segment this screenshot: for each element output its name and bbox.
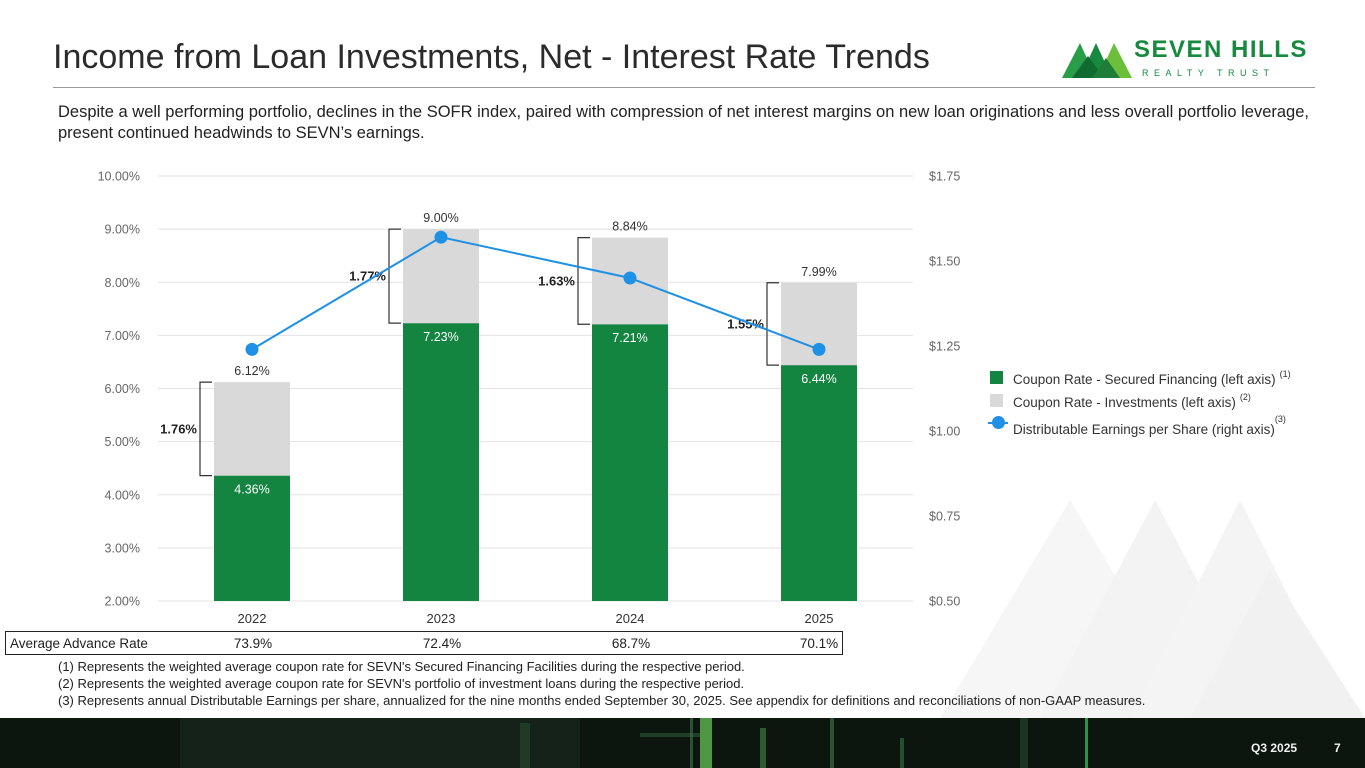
page-subtitle: Despite a well performing portfolio, dec… — [58, 103, 1309, 142]
right-axis-tick-label: $1.50 — [929, 255, 960, 269]
data-label-secured: 7.23% — [423, 330, 458, 344]
left-axis-tick-label: 10.00% — [98, 170, 140, 184]
spread-label: 1.77% — [349, 269, 386, 284]
left-axis-tick-label: 4.00% — [105, 488, 140, 502]
legend-swatch-secured — [990, 371, 1003, 384]
right-axis-tick-label: $1.00 — [929, 425, 960, 439]
spread-label: 1.76% — [160, 421, 197, 436]
data-label-investments: 7.99% — [801, 265, 836, 279]
data-label-investments: 8.84% — [612, 220, 647, 234]
x-axis-tick-label: 2022 — [238, 611, 267, 626]
bar-secured-financing — [592, 324, 668, 601]
left-axis-tick-label: 7.00% — [105, 329, 140, 343]
page-number: 7 — [1334, 741, 1341, 755]
left-axis-tick-label: 6.00% — [105, 382, 140, 396]
right-axis-tick-label: $0.75 — [929, 510, 960, 524]
legend-label-eps: Distributable Earnings per Share (right … — [1013, 422, 1275, 437]
bar-secured-financing — [403, 323, 479, 601]
logo-name: SEVEN HILLS — [1134, 36, 1308, 63]
footer-bar — [0, 718, 1365, 768]
title-divider — [53, 87, 1315, 88]
footnote-2: (2) Represents the weighted average coup… — [58, 676, 745, 691]
company-logo: SEVEN HILLS REALTY TRUST — [1062, 36, 1317, 82]
bar-secured-financing — [781, 365, 857, 601]
bar-investments — [403, 229, 479, 324]
spread-label: 1.63% — [538, 273, 575, 288]
legend-marker-eps — [992, 416, 1005, 429]
legend-footnote-investments: (2) — [1239, 391, 1251, 402]
eps-point — [434, 230, 448, 244]
advance-rate-label: Average Advance Rate — [10, 636, 148, 651]
eps-point — [623, 271, 637, 285]
page-title: Income from Loan Investments, Net - Inte… — [53, 38, 930, 76]
data-label-secured: 6.44% — [801, 372, 836, 386]
right-axis-tick-label: $0.50 — [929, 595, 960, 609]
legend-label-investments: Coupon Rate - Investments (left axis) — [1013, 394, 1236, 410]
footnote-3: (3) Represents annual Distributable Earn… — [58, 693, 1146, 708]
footer-background-graphic — [0, 718, 1365, 768]
data-label-investments: 6.12% — [234, 364, 269, 378]
advance-rate-2023: 72.4% — [422, 636, 462, 651]
eps-point — [812, 342, 826, 356]
bar-secured-financing — [214, 475, 290, 601]
advance-rate-2025: 70.1% — [799, 636, 839, 651]
background-mountains — [940, 500, 1365, 718]
spread-bracket — [766, 282, 779, 366]
left-axis-tick-label: 5.00% — [105, 435, 140, 449]
eps-line — [251, 236, 820, 351]
legend-footnote-eps: (3) — [1274, 414, 1286, 424]
footer-period: Q3 2025 — [1251, 741, 1298, 755]
logo-subtitle: REALTY TRUST — [1142, 68, 1275, 78]
spread-bracket — [199, 381, 212, 477]
advance-rate-table: Average Advance Rate 73.9% 72.4% 68.7% 7… — [5, 631, 843, 655]
legend-swatch-investments — [990, 393, 1003, 407]
data-label-secured: 4.36% — [234, 483, 269, 497]
eps-point — [245, 342, 259, 356]
advance-rate-2022: 73.9% — [233, 636, 273, 651]
left-axis-tick-label: 2.00% — [105, 595, 140, 609]
legend-label-secured: Coupon Rate - Secured Financing (left ax… — [1013, 372, 1276, 387]
advance-rate-2024: 68.7% — [611, 636, 651, 651]
right-axis-tick-label: $1.75 — [929, 170, 960, 184]
left-axis-tick-label: 8.00% — [105, 276, 140, 290]
data-label-investments: 9.00% — [423, 211, 458, 225]
mountain-logo-icon — [1062, 43, 1132, 78]
right-axis-tick-label: $1.25 — [929, 340, 960, 354]
left-axis-tick-label: 3.00% — [105, 541, 140, 555]
left-axis-tick-label: 9.00% — [105, 223, 140, 237]
legend-footnote-secured: (1) — [1279, 369, 1291, 379]
spread-label: 1.55% — [727, 316, 764, 331]
footnote-1: (1) Represents the weighted average coup… — [58, 659, 745, 674]
spread-bracket — [388, 228, 401, 324]
footnotes: (1) Represents the weighted average coup… — [58, 658, 1145, 709]
x-axis-tick-label: 2025 — [805, 611, 834, 626]
data-label-secured: 7.21% — [612, 331, 647, 345]
x-axis-tick-label: 2023 — [427, 611, 456, 626]
x-axis-tick-label: 2024 — [616, 611, 645, 626]
spread-bracket — [577, 237, 590, 325]
coupon-rate-chart: 2.00% 3.00% 4.00% 5.00% 6.00% 7.00% 8.00% 9.00%… — [98, 170, 961, 627]
bar-investments — [214, 382, 290, 476]
